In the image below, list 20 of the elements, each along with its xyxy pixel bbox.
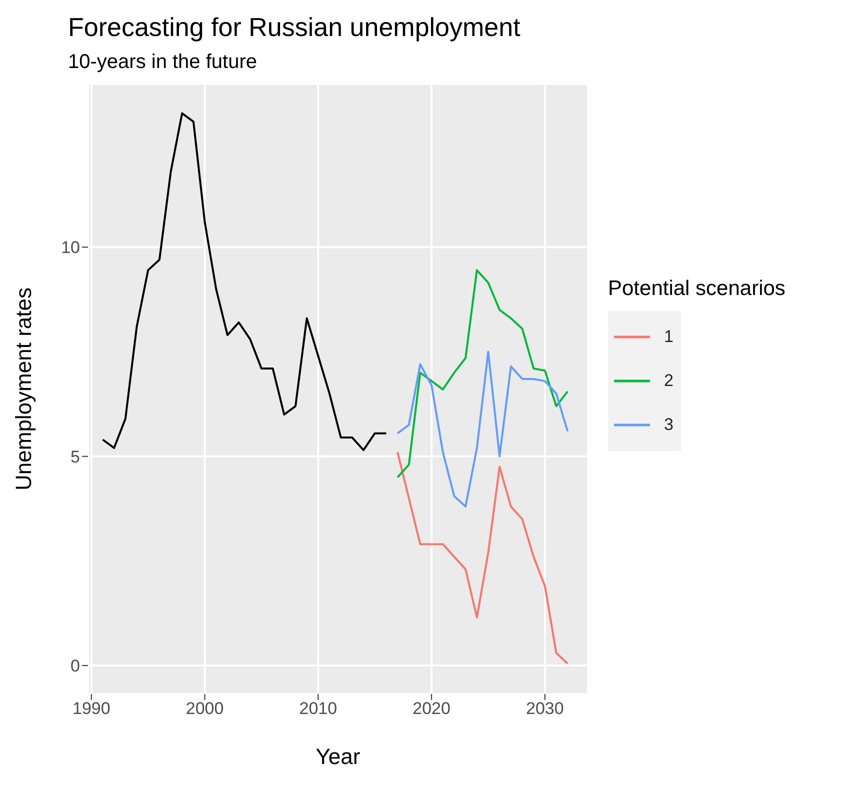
line-series [396, 269, 569, 478]
x-tick-label: 1990 [72, 699, 110, 718]
x-tick-label: 2030 [526, 699, 564, 718]
legend-label: 3 [663, 415, 674, 435]
line-series [396, 350, 569, 508]
x-tick-label: 2000 [186, 699, 224, 718]
chart-subtitle: 10-years in the future [67, 50, 258, 74]
line-series [102, 112, 388, 452]
legend-label: 1 [663, 327, 674, 347]
line-series [396, 451, 569, 664]
chart-title: Forecasting for Russian unemployment [67, 11, 522, 43]
x-axis-title: Year [316, 744, 360, 769]
y-tick-label: 5 [70, 447, 80, 466]
y-tick-label: 10 [61, 238, 80, 258]
legend-title: Potential scenarios [608, 277, 786, 301]
x-tick-label: 2020 [412, 699, 450, 718]
y-axis-title: Unemployment rates [10, 288, 36, 490]
legend-label: 2 [663, 371, 674, 391]
x-tick-label: 2010 [299, 699, 338, 718]
y-tick-label: 0 [70, 656, 80, 676]
